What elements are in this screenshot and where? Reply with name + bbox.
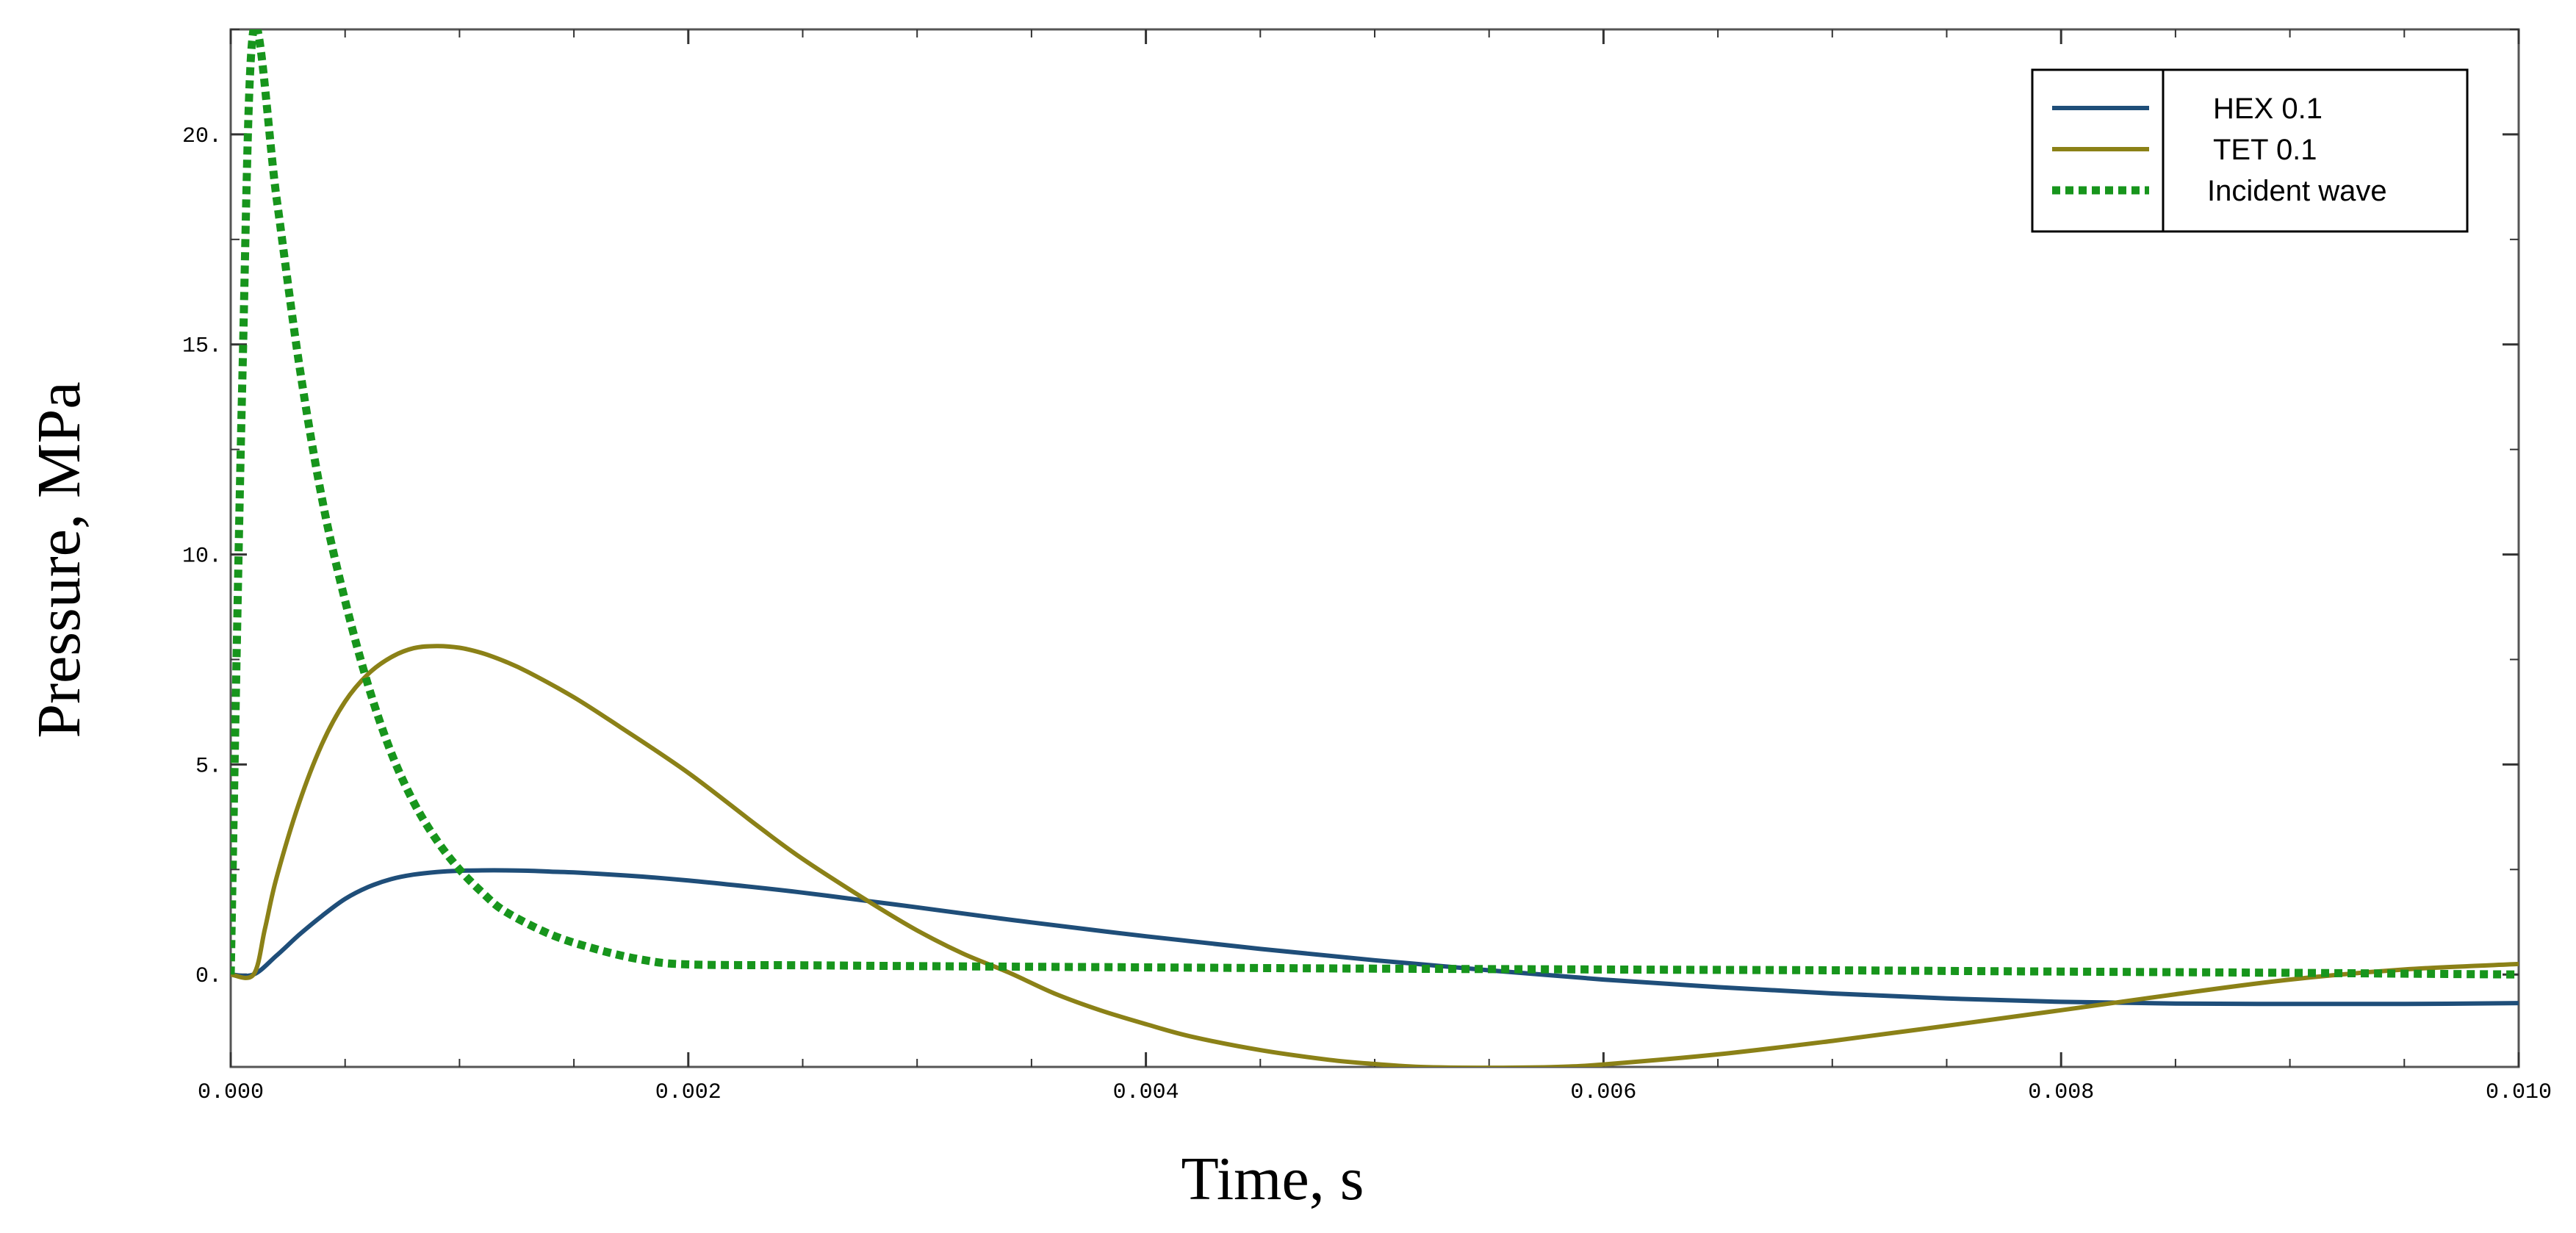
series-layer [231, 29, 2519, 1067]
legend-label-2: Incident wave [2207, 175, 2387, 207]
series-line-0 [231, 868, 2519, 1007]
y-tick-label: 10. [182, 544, 222, 569]
y-tick-label: 20. [182, 124, 222, 149]
x-tick-label: 0.008 [2028, 1080, 2094, 1105]
ticks-layer: 0.000 0.002 0.004 0.006 0.008 0.010 0. 5. 10. 15.… [182, 29, 2552, 1105]
x-tick-label: 0.004 [1113, 1080, 1179, 1105]
y-tick-label: 0. [195, 964, 222, 989]
y-tick-label: 15. [182, 334, 222, 359]
y-tick-label: 5. [195, 754, 222, 779]
y-axis-title: Pressure, MPa [25, 381, 93, 738]
legend-label-0: HEX 0.1 [2213, 93, 2323, 125]
x-tick-label: 0.002 [655, 1080, 722, 1105]
legend: HEX 0.1 TET 0.1 Incident wave [2031, 68, 2469, 233]
x-tick-label: 0.010 [2486, 1080, 2552, 1105]
series-line-2 [231, 29, 2519, 979]
x-axis-title: Time, s [1181, 1145, 1364, 1213]
legend-label-1: TET 0.1 [2213, 134, 2317, 166]
x-tick-label: 0.006 [1570, 1080, 1636, 1105]
x-tick-label: 0.000 [198, 1080, 264, 1105]
